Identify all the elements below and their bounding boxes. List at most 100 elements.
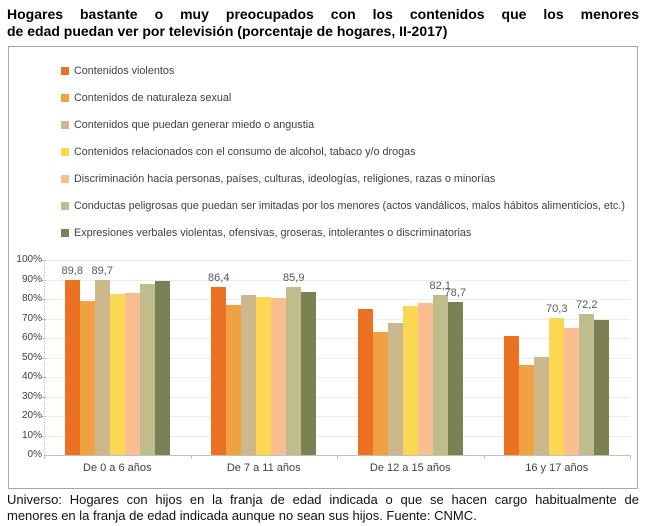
bar-2-2 <box>387 322 403 455</box>
legend-item-4: Discriminación hacia personas, países, c… <box>61 165 625 192</box>
bar-3-2 <box>402 306 418 455</box>
footer-note-line2: menores en la franja de edad indicada au… <box>7 508 477 523</box>
legend-item-5: Conductas peligrosas que puedan ser imit… <box>61 192 625 219</box>
legend-swatch <box>61 228 69 237</box>
x-axis-label-3: 16 y 17 años <box>525 462 589 474</box>
y-axis-label: 10% <box>21 429 42 441</box>
y-axis-line <box>44 260 45 455</box>
bar-0-0 <box>64 279 80 455</box>
legend-swatch <box>61 120 69 129</box>
y-axis-tick <box>41 260 46 261</box>
bar-0-1 <box>211 286 227 455</box>
x-axis-label-0: De 0 a 6 años <box>83 462 152 474</box>
legend-item-label: Contenidos de naturaleza sexual <box>74 91 232 104</box>
y-axis-label: 60% <box>21 332 42 343</box>
chart-panel: Contenidos violentos Contenidos de natura… <box>8 46 638 489</box>
gridline <box>44 377 630 378</box>
bar-5-0 <box>139 283 155 455</box>
bar-2-0 <box>94 280 110 455</box>
bar-value-label: 89,8 <box>61 264 83 277</box>
gridline <box>44 416 630 417</box>
x-axis-label-2: De 12 a 15 años <box>369 462 451 474</box>
y-axis-tick <box>41 299 46 300</box>
legend-item-label: Contenidos que puedan generar miedo o an… <box>74 118 315 131</box>
gridline <box>44 318 630 320</box>
bar-5-3 <box>579 314 595 455</box>
gridline <box>44 357 630 359</box>
y-axis-tick <box>41 377 46 378</box>
y-axis-label: 80% <box>21 293 42 304</box>
y-axis-tick <box>41 357 46 359</box>
bar-4-3 <box>564 327 580 455</box>
chart-title: Hogares bastante o muy preocupados con l… <box>7 6 639 39</box>
bar-2-3 <box>534 357 550 455</box>
bar-1-3 <box>519 364 535 455</box>
bar-6-0 <box>154 281 170 455</box>
x-axis-tick <box>630 455 631 459</box>
legend-item-3: Contenidos relacionados con el consumo d… <box>61 138 625 165</box>
footer-note: Universo: Hogares con hijos en la franja… <box>7 492 639 524</box>
x-axis-tick <box>483 455 485 459</box>
gridline <box>44 435 630 437</box>
legend-swatch <box>61 201 69 210</box>
bar-4-1 <box>271 298 287 455</box>
y-axis-label: 50% <box>21 351 42 363</box>
legend-item-label: Expresiones verbales violentas, ofensiva… <box>74 226 472 239</box>
legend-item-1: Contenidos de naturaleza sexual <box>61 84 625 111</box>
bar-5-2 <box>432 294 448 455</box>
y-axis-tick <box>41 338 46 339</box>
bar-value-label: 89,7 <box>91 265 113 278</box>
y-axis-tick <box>41 396 46 398</box>
y-axis-tick <box>41 416 46 417</box>
bar-value-label: 82,1 <box>429 279 451 292</box>
y-axis-label: 30% <box>21 390 42 402</box>
legend-swatch <box>61 147 69 156</box>
bar-5-1 <box>286 287 302 455</box>
bar-3-1 <box>256 297 272 455</box>
legend-item-0: Contenidos violentos <box>61 57 625 84</box>
legend-item-6: Expresiones verbales violentas, ofensiva… <box>61 219 625 246</box>
legend-item-label: Conductas peligrosas que puedan ser imit… <box>74 199 625 212</box>
bar-value-label: 72,2 <box>576 299 598 312</box>
gridline <box>44 299 630 300</box>
bar-6-1 <box>301 292 317 455</box>
gridline <box>44 338 630 339</box>
y-axis-label: 40% <box>21 371 42 382</box>
y-axis-tick <box>41 435 46 437</box>
x-axis-tick <box>337 455 338 459</box>
bar-2-1 <box>241 295 257 455</box>
y-axis-label: 90% <box>21 273 42 285</box>
footer-note-line1: Universo: Hogares con hijos en la franja… <box>7 492 639 507</box>
bar-value-label: 70,3 <box>546 302 568 315</box>
bar-0-2 <box>357 309 373 455</box>
bar-0-3 <box>504 335 520 455</box>
legend-item-label: Contenidos violentos <box>74 64 175 77</box>
chart-title-line2: de edad puedan ver por televisión (porce… <box>7 22 448 39</box>
bar-value-label: 85,9 <box>283 272 305 285</box>
legend-swatch <box>61 93 69 102</box>
y-axis-label: 0% <box>27 449 42 460</box>
legend-item-2: Contenidos que puedan generar miedo o an… <box>61 111 625 138</box>
bar-3-3 <box>549 317 565 455</box>
bar-1-1 <box>226 305 242 455</box>
bar-1-2 <box>372 331 388 455</box>
bar-value-label: 78,7 <box>444 286 466 299</box>
legend-item-label: Contenidos relacionados con el consumo d… <box>74 145 416 158</box>
y-axis-label: 20% <box>21 410 42 421</box>
bar-3-0 <box>109 294 125 455</box>
bar-4-2 <box>417 303 433 455</box>
legend: Contenidos violentos Contenidos de natura… <box>61 57 625 246</box>
bar-value-label: 86,4 <box>208 271 230 284</box>
x-axis-tick <box>44 455 45 459</box>
legend-item-label: Discriminación hacia personas, países, c… <box>74 172 496 185</box>
bar-1-0 <box>79 300 95 455</box>
y-axis-tick <box>41 318 46 320</box>
gridline <box>44 396 630 398</box>
x-axis-label-1: De 7 a 11 años <box>226 462 301 474</box>
x-axis-tick <box>190 455 192 459</box>
gridline <box>44 260 630 261</box>
y-axis-label: 100% <box>16 254 42 265</box>
legend-swatch <box>61 174 69 183</box>
bar-6-3 <box>594 320 610 455</box>
